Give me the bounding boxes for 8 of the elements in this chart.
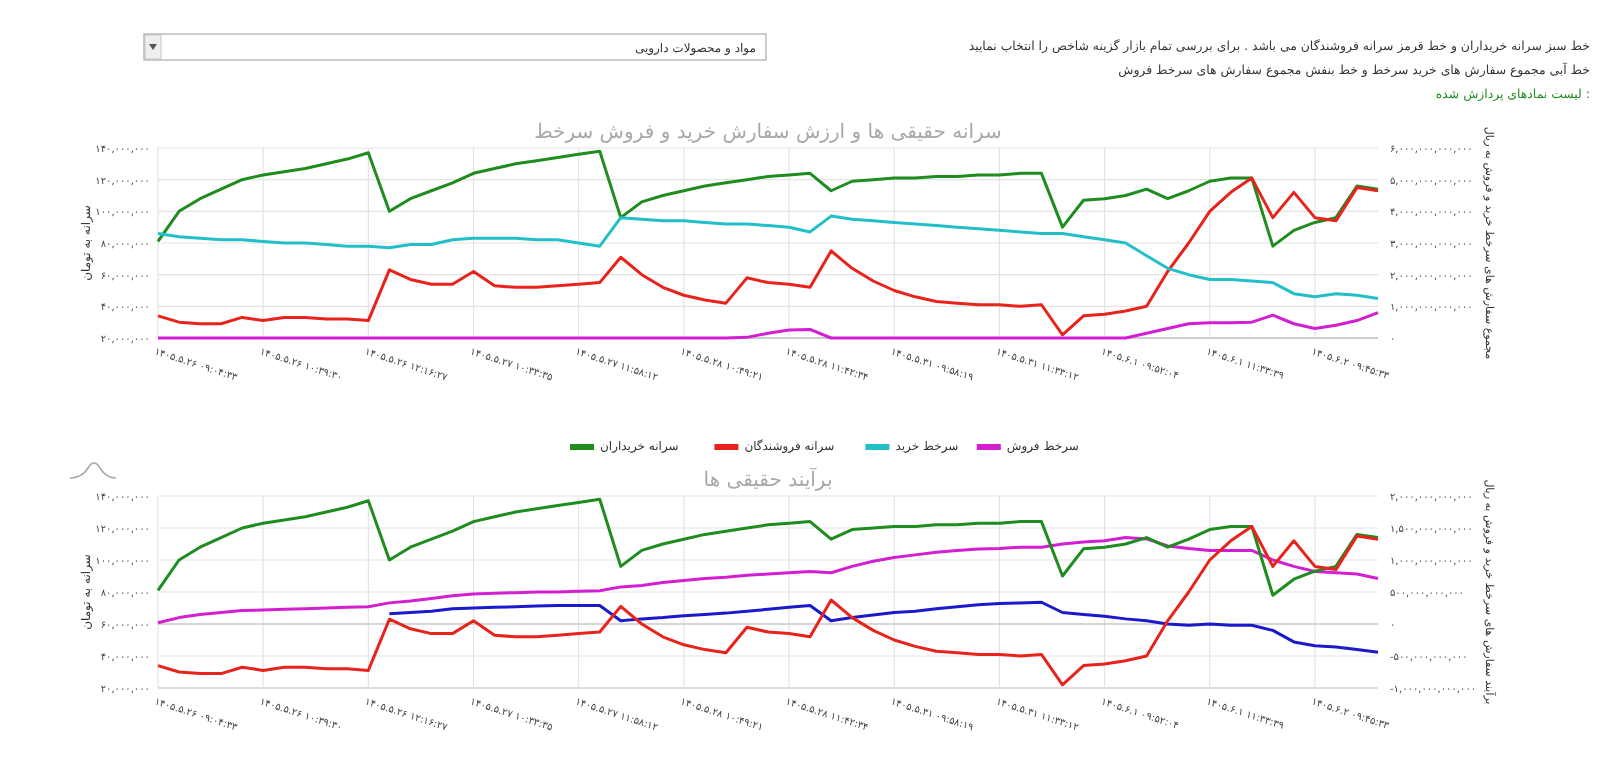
line-series — [156, 214, 1380, 300]
line-series — [156, 524, 1380, 687]
line-series — [156, 311, 1380, 340]
chart-title: سرانه حقیقی ها و ارزش سفارش خرید و فروش سرخط — [534, 122, 1002, 144]
line-series — [387, 600, 1380, 654]
line-series — [156, 176, 1380, 337]
chart-title: برآیند حقیقی ها — [703, 466, 833, 492]
line-series — [156, 536, 1380, 625]
